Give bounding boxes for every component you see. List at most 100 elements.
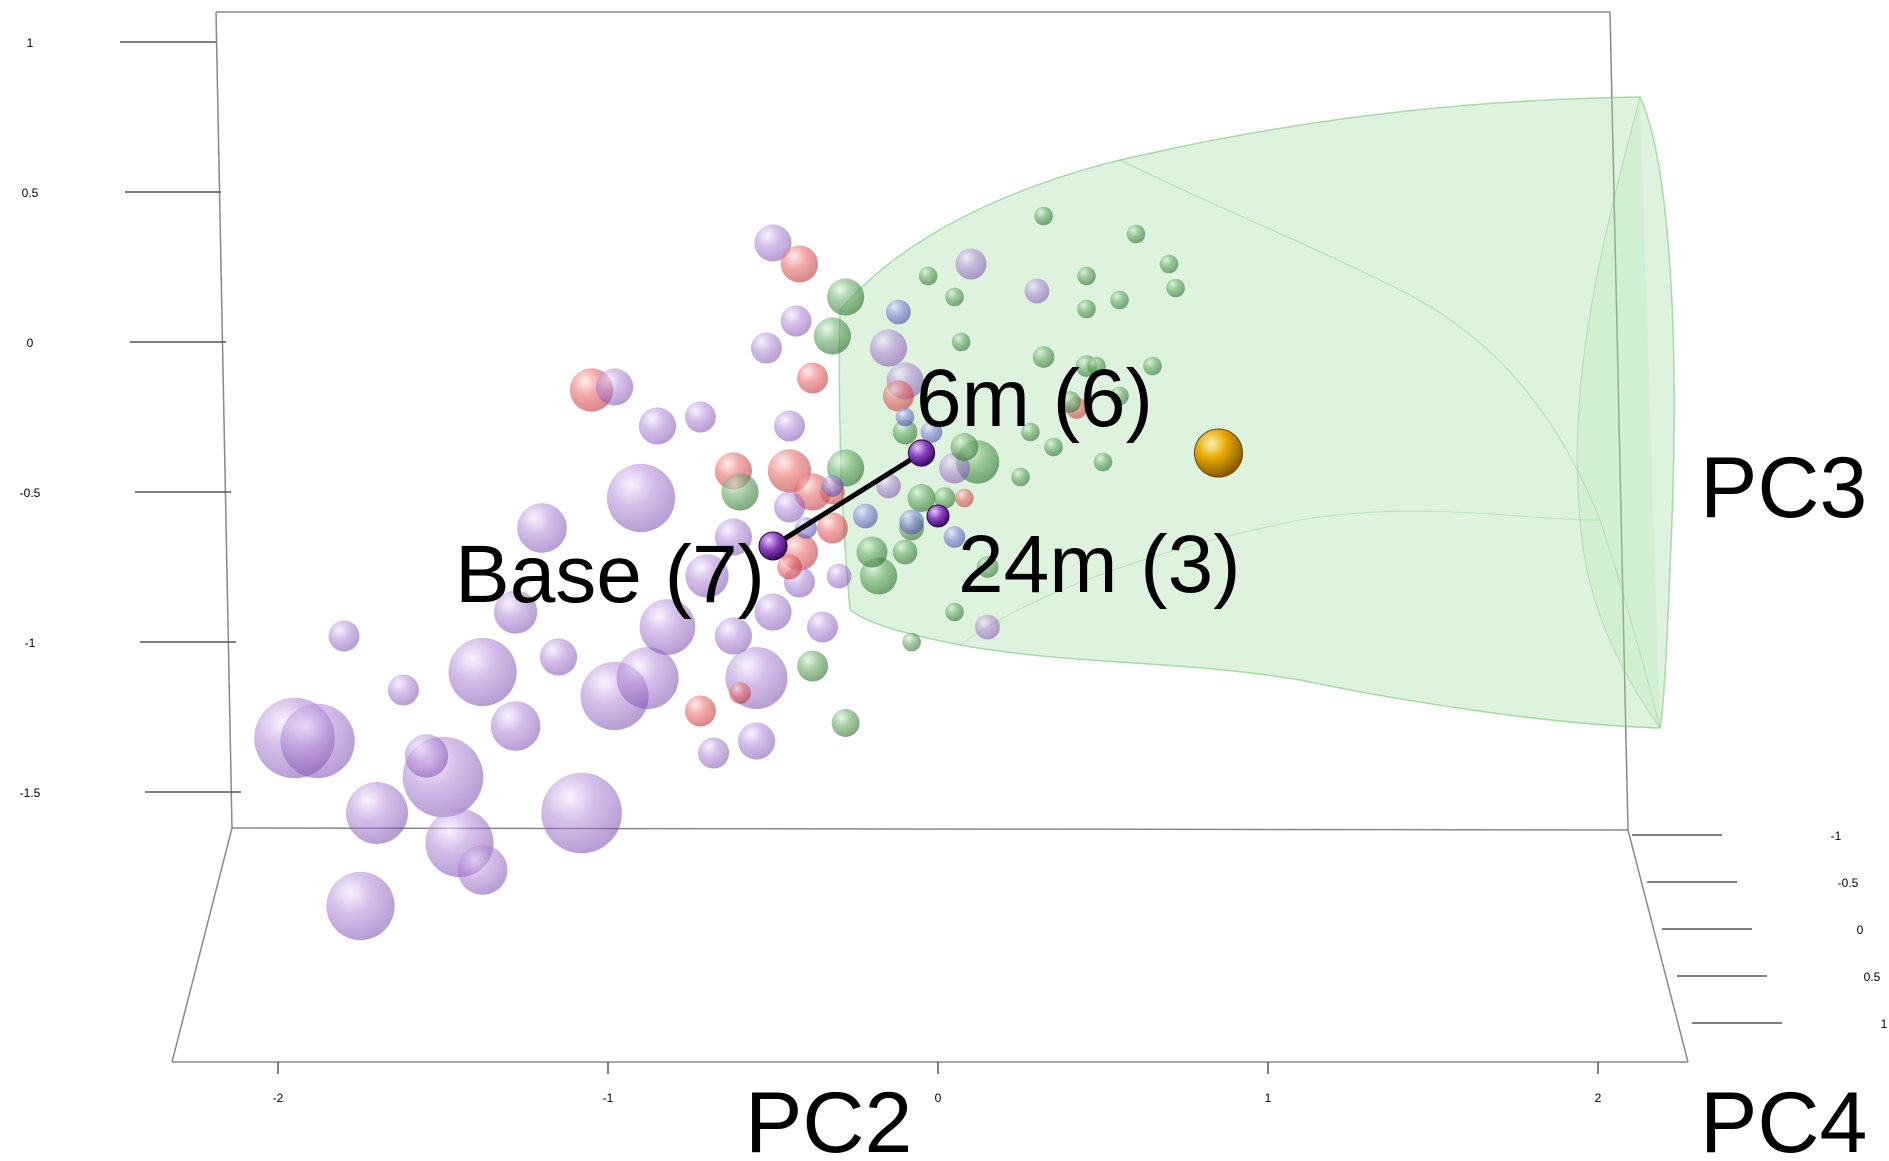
green-sphere <box>892 539 918 565</box>
purple-sphere <box>780 305 812 337</box>
blue-sphere <box>943 526 966 548</box>
blue-sphere <box>920 421 943 443</box>
pc3-tick-label: 1 <box>27 36 34 50</box>
purple-sphere <box>539 638 578 676</box>
red-sphere <box>729 682 751 704</box>
pc2-tick-label: 2 <box>1595 1091 1602 1105</box>
green-sphere <box>1059 391 1081 413</box>
green-sphere <box>1126 224 1146 244</box>
pc3-tick-label: -1.5 <box>20 786 41 800</box>
trajectory-marker <box>926 504 950 528</box>
purple-sphere <box>596 368 634 406</box>
purple-sphere <box>685 554 729 598</box>
pc3-axis-label: PC3 <box>1700 440 1867 536</box>
green-sphere <box>1110 290 1129 310</box>
red-sphere <box>882 380 914 412</box>
highlight-sphere <box>1194 428 1243 478</box>
green-sphere <box>1143 356 1162 376</box>
hull-inner-fold-2 <box>1576 96 1661 729</box>
purple-sphere <box>517 503 567 553</box>
blue-sphere <box>899 509 924 535</box>
purple-sphere <box>280 703 355 779</box>
purple-sphere <box>774 491 805 523</box>
purple-sphere <box>493 590 538 634</box>
pc3-tick-label: -0.5 <box>20 486 41 500</box>
green-sphere <box>918 266 938 286</box>
purple-sphere <box>404 734 449 778</box>
green-sphere <box>721 473 759 511</box>
purple-sphere <box>955 248 987 280</box>
pc3-tick-label: -1 <box>25 636 36 650</box>
purple-sphere <box>754 224 792 262</box>
green-sphere <box>951 332 971 352</box>
pc4-tick-label: 1 <box>1881 1017 1888 1031</box>
hull-surface <box>838 96 1675 729</box>
purple-sphere <box>639 599 696 655</box>
green-sphere <box>1011 467 1030 487</box>
blue-sphere <box>886 299 911 325</box>
convex-hull <box>838 96 1675 729</box>
green-sphere <box>945 602 964 622</box>
purple-sphere <box>328 620 360 652</box>
purple-sphere <box>448 637 517 707</box>
green-sphere <box>1032 346 1055 368</box>
green-sphere <box>831 709 860 737</box>
green-sphere <box>1034 206 1053 226</box>
green-sphere <box>813 317 852 355</box>
red-sphere <box>777 554 802 580</box>
green-sphere <box>1044 437 1063 457</box>
pc2-tick-label: 0 <box>935 1091 942 1105</box>
purple-sphere <box>541 772 622 854</box>
purple-sphere <box>387 674 419 706</box>
green-sphere <box>902 632 921 652</box>
pc2-tick-label: -1 <box>603 1091 614 1105</box>
trajectory-label: Base (7) <box>455 529 765 620</box>
green-sphere <box>933 487 956 509</box>
blue-sphere <box>895 407 915 427</box>
pc2-tick-label: 1 <box>1265 1091 1272 1105</box>
green-sphere <box>827 278 865 316</box>
trajectory-label: 24m (3) <box>958 519 1241 610</box>
purple-sphere <box>714 617 753 655</box>
floor-right-edge <box>1627 829 1689 1063</box>
pc4-axis-ticks: -1 -0.5 0 0.5 1 <box>1632 829 1888 1031</box>
green-sphere <box>950 433 979 461</box>
scatter-points <box>254 206 1243 941</box>
blue-sphere <box>821 475 844 497</box>
pc4-axis-label: PC4 <box>1700 1075 1867 1156</box>
purple-sphere <box>714 518 753 556</box>
green-sphere <box>1021 422 1040 442</box>
pc2-axis-ticks: -2 -1 0 1 2 <box>273 1062 1602 1105</box>
purple-sphere <box>684 401 716 433</box>
purple-sphere <box>737 722 776 760</box>
green-sphere <box>1087 356 1106 376</box>
trajectory: Base (7) 6m (6) 24m (3) <box>455 353 1241 620</box>
purple-sphere <box>616 647 679 709</box>
red-sphere <box>955 488 974 508</box>
purple-sphere <box>326 871 395 941</box>
purple-sphere <box>750 332 782 364</box>
red-sphere <box>816 512 848 544</box>
green-sphere <box>1110 386 1129 406</box>
purple-sphere <box>698 737 730 769</box>
trajectory-marker <box>758 531 788 561</box>
green-sphere <box>1093 452 1113 472</box>
purple-sphere <box>638 407 677 445</box>
blue-sphere <box>853 503 878 529</box>
purple-sphere <box>807 611 838 643</box>
purple-sphere <box>1024 278 1050 304</box>
pc4-tick-label: -1 <box>1831 829 1842 843</box>
purple-sphere <box>346 782 408 844</box>
purple-sphere <box>606 463 676 533</box>
trajectory-marker <box>908 439 935 467</box>
pc2-tick-label: -2 <box>273 1091 284 1105</box>
trajectory-label: 6m (6) <box>916 353 1153 444</box>
pc2-axis-label: PC2 <box>745 1075 912 1156</box>
purple-sphere <box>975 614 1000 640</box>
trajectory-line <box>771 450 923 549</box>
green-sphere <box>1166 278 1185 298</box>
purple-sphere <box>826 563 852 589</box>
green-sphere <box>856 536 888 568</box>
green-sphere <box>907 484 936 512</box>
green-sphere <box>892 419 918 445</box>
